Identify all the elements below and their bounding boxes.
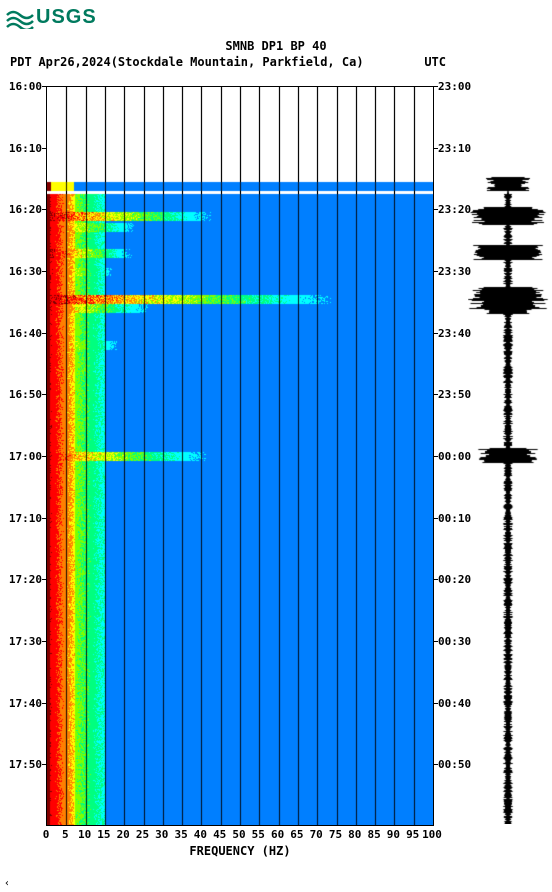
usgs-wave-icon [6,7,34,29]
tick-mark [42,641,46,642]
y-tick-left: 16:20 [0,203,42,216]
tick-mark [42,518,46,519]
tick-mark [434,271,438,272]
x-tick-label: 0 [43,828,50,841]
tick-mark [434,579,438,580]
y-tick-left: 17:40 [0,697,42,710]
x-tick-label: 50 [232,828,245,841]
y-tick-left: 16:30 [0,265,42,278]
x-tick-label: 95 [406,828,419,841]
y-tick-left: 16:40 [0,327,42,340]
x-tick-label: 100 [422,828,442,841]
x-tick-label: 20 [117,828,130,841]
x-tick-label: 75 [329,828,342,841]
tick-mark [42,456,46,457]
waveform-canvas [468,86,552,824]
x-tick-label: 40 [194,828,207,841]
tick-mark [434,86,438,87]
x-tick-label: 70 [310,828,323,841]
tick-mark [42,764,46,765]
x-tick-label: 85 [367,828,380,841]
x-tick-label: 60 [271,828,284,841]
tick-mark [434,333,438,334]
usgs-logo: USGS [6,6,97,29]
x-tick-label: 35 [174,828,187,841]
spectrogram-canvas [47,87,433,825]
tick-mark [42,394,46,395]
tick-mark [42,86,46,87]
x-tick-label: 15 [97,828,110,841]
spectrogram-plot [46,86,434,826]
x-tick-label: 10 [78,828,91,841]
y-tick-left: 17:10 [0,512,42,525]
y-tick-left: 16:10 [0,142,42,155]
tick-mark [434,148,438,149]
y-tick-left: 17:00 [0,450,42,463]
tick-mark [42,333,46,334]
tick-mark [434,764,438,765]
utc-label: UTC [424,54,446,70]
title-location: (Stockdale Mountain, Parkfield, Ca) [111,55,364,69]
x-tick-label: 30 [155,828,168,841]
pdt-label: PDT [10,54,32,70]
title-date: Apr26,2024 [38,55,110,69]
tick-mark [42,271,46,272]
x-tick-label: 65 [290,828,303,841]
tick-mark [42,579,46,580]
tick-mark [434,703,438,704]
tick-mark [434,456,438,457]
x-tick-label: 55 [252,828,265,841]
footer-mark: ‹ [4,878,10,889]
x-tick-label: 5 [62,828,69,841]
tick-mark [434,394,438,395]
tick-mark [434,518,438,519]
tick-mark [42,209,46,210]
y-tick-left: 16:00 [0,80,42,93]
x-tick-label: 45 [213,828,226,841]
x-axis-label: FREQUENCY (HZ) [46,844,434,858]
y-tick-left: 17:50 [0,758,42,771]
y-tick-left: 17:30 [0,635,42,648]
chart-title: SMNB DP1 BP 40 PDT Apr26,2024(Stockdale … [0,38,552,70]
tick-mark [434,641,438,642]
tick-mark [434,209,438,210]
tick-mark [42,148,46,149]
y-tick-left: 17:20 [0,573,42,586]
x-tick-label: 25 [136,828,149,841]
y-tick-left: 16:50 [0,388,42,401]
title-line1: SMNB DP1 BP 40 [0,38,552,54]
tick-mark [42,703,46,704]
x-tick-label: 80 [348,828,361,841]
usgs-logo-text: USGS [36,6,97,29]
x-tick-label: 90 [387,828,400,841]
